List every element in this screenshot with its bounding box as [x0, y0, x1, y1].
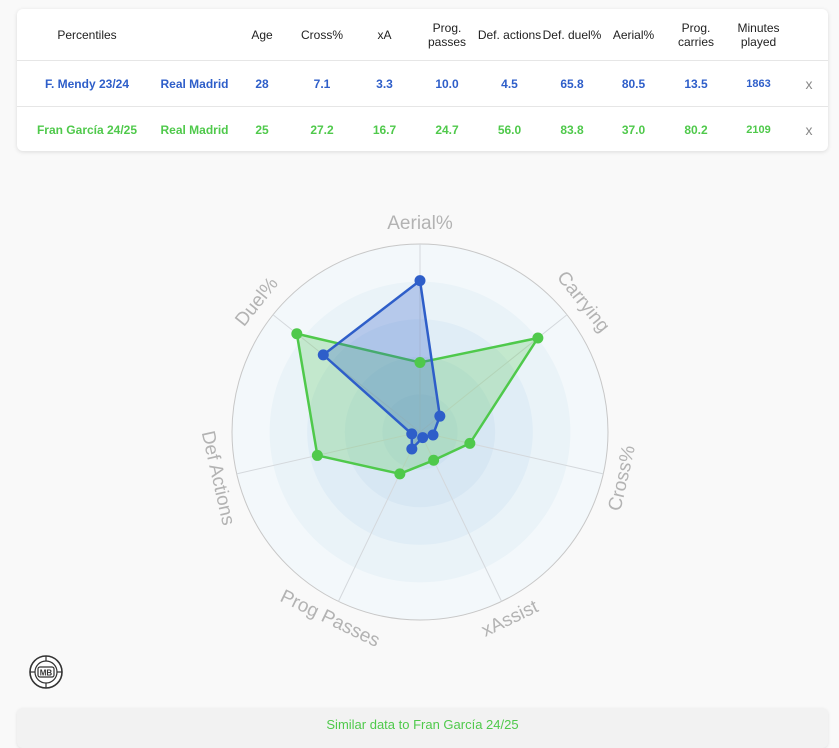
age-value: 28	[232, 60, 292, 107]
radar-point	[428, 454, 440, 466]
radar-axis-label: Aerial%	[387, 213, 453, 234]
xa-value: 3.3	[352, 60, 417, 107]
minutes-value: 1863	[727, 60, 790, 107]
radar-point	[311, 449, 323, 461]
header-prog-carries: Prog. carries	[677, 20, 714, 49]
header-def-duel: Def. duel%	[542, 27, 602, 42]
radar-point	[464, 437, 476, 449]
radar-point	[427, 429, 439, 441]
radar-point	[394, 468, 406, 480]
radar-spoke	[419, 431, 604, 475]
header-xa: xA	[377, 27, 392, 42]
cross-value: 27.2	[292, 106, 352, 152]
player-name: Fran García 24/25	[17, 106, 157, 152]
prog-carries-value: 13.5	[665, 60, 727, 107]
header-def-actions: Def. actions	[477, 27, 542, 42]
header-aerial: Aerial%	[612, 27, 655, 42]
svg-text:MB: MB	[40, 669, 53, 678]
header-percentiles: Percentiles	[57, 27, 117, 42]
table-row: F. Mendy 23/24 Real Madrid 28 7.1 3.3 10…	[17, 60, 828, 107]
table-header-row: Percentiles Age Cross% xA Prog. passes D…	[17, 9, 828, 61]
remove-row-button[interactable]: x	[790, 60, 828, 107]
def-actions-value: 56.0	[477, 106, 542, 152]
comparison-table: Percentiles Age Cross% xA Prog. passes D…	[17, 9, 828, 152]
radar-point	[291, 328, 303, 340]
radar-spoke	[236, 431, 421, 475]
radar-series-area	[295, 332, 540, 476]
age-value: 25	[232, 106, 292, 152]
radar-point	[414, 356, 426, 368]
radar-point	[406, 443, 418, 455]
def-actions-value: 4.5	[477, 60, 542, 107]
header-cross: Cross%	[300, 27, 343, 42]
def-duel-value: 65.8	[542, 60, 602, 107]
team-name: Real Madrid	[157, 60, 232, 107]
radar-point	[532, 332, 544, 344]
comparison-table-card: Percentiles Age Cross% xA Prog. passes D…	[17, 9, 828, 152]
radar-point	[317, 349, 329, 361]
header-age: Age	[251, 27, 273, 42]
prog-passes-value: 10.0	[417, 60, 477, 107]
radar-point	[406, 428, 418, 440]
def-duel-value: 83.8	[542, 106, 602, 152]
xa-value: 16.7	[352, 106, 417, 152]
radar-point	[434, 410, 446, 422]
similar-data-button[interactable]: Similar data to Fran García 24/25	[17, 708, 828, 748]
radar-spoke	[337, 431, 421, 602]
cross-value: 7.1	[292, 60, 352, 107]
header-prog-passes: Prog. passes	[427, 20, 467, 49]
aerial-value: 80.5	[602, 60, 665, 107]
prog-passes-value: 24.7	[417, 106, 477, 152]
header-minutes: Minutes played	[737, 20, 780, 49]
aerial-value: 37.0	[602, 106, 665, 152]
remove-row-button[interactable]: x	[790, 106, 828, 152]
radar-spoke	[419, 314, 568, 433]
radar-axis-label: Cross%	[605, 443, 640, 513]
player-name: F. Mendy 23/24	[17, 60, 157, 107]
radar-point	[414, 275, 426, 287]
table-row: Fran García 24/25 Real Madrid 25 27.2 16…	[17, 106, 828, 152]
minutes-value: 2109	[727, 106, 790, 152]
radar-point	[417, 432, 429, 444]
mb-logo-icon: MB	[29, 655, 63, 689]
team-name: Real Madrid	[157, 106, 232, 152]
prog-carries-value: 80.2	[665, 106, 727, 152]
